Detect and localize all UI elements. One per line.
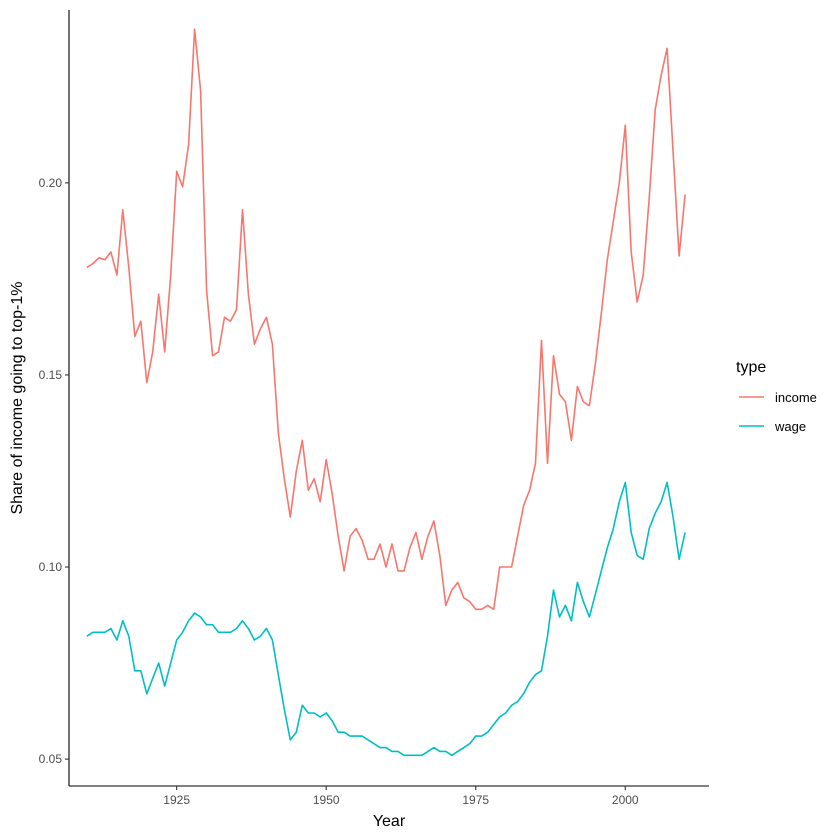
y-axis-title: Share of income going to top-1% bbox=[9, 281, 26, 514]
y-tick-label: 0.20 bbox=[39, 176, 63, 190]
series-line-wage bbox=[86, 481, 686, 757]
legend-title: type bbox=[736, 359, 766, 376]
legend-items: income wage bbox=[739, 390, 817, 434]
x-axis: 1925 1950 1975 2000 bbox=[163, 786, 639, 807]
y-tick-label: 0.10 bbox=[39, 560, 63, 574]
series-line-income bbox=[86, 28, 686, 611]
plot-area bbox=[86, 28, 686, 757]
y-tick-label: 0.05 bbox=[39, 752, 63, 766]
x-tick-label: 1950 bbox=[313, 793, 340, 807]
x-axis-title: Year bbox=[373, 813, 406, 830]
y-axis: 0.05 0.10 0.15 0.20 bbox=[39, 176, 69, 766]
x-tick-label: 1975 bbox=[462, 793, 489, 807]
legend-label-income: income bbox=[775, 390, 817, 405]
legend-label-wage: wage bbox=[774, 419, 806, 434]
x-tick-label: 2000 bbox=[612, 793, 639, 807]
y-tick-label: 0.15 bbox=[39, 368, 63, 382]
x-tick-label: 1925 bbox=[163, 793, 190, 807]
legend: type income wage bbox=[736, 359, 817, 434]
